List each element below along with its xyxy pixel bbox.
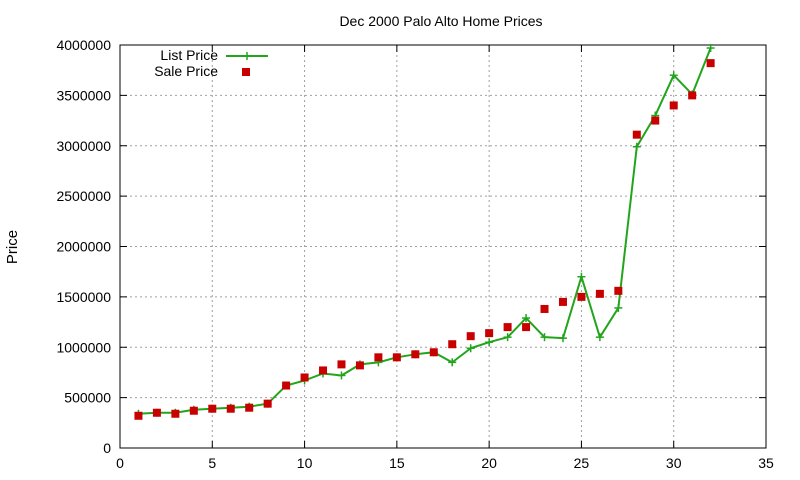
data-point-list-price xyxy=(595,333,604,342)
data-point-sale-price xyxy=(355,361,364,370)
legend-marker-list-price xyxy=(243,52,251,60)
data-point-sale-price xyxy=(152,408,161,417)
data-point-sale-price xyxy=(688,91,697,100)
series-line-list-price xyxy=(138,47,712,415)
data-point-sale-price xyxy=(226,404,235,413)
data-point-list-price xyxy=(337,371,346,380)
data-point-sale-price xyxy=(595,289,604,298)
data-point-sale-price xyxy=(337,360,346,369)
data-point-sale-price xyxy=(614,286,623,295)
y-tick-label: 500000 xyxy=(64,390,111,406)
data-point-list-price xyxy=(448,358,457,367)
data-point-sale-price xyxy=(392,353,401,362)
axis-ticks: 0 500000 1000000 1500000 2000000 2500000 30000… xyxy=(56,37,774,471)
series xyxy=(134,44,715,420)
y-tick-label: 0 xyxy=(103,440,111,456)
data-point-list-price xyxy=(577,272,586,281)
y-tick-label: 1000000 xyxy=(56,339,111,355)
data-point-list-price xyxy=(669,71,678,80)
legend: List Price Sale Price xyxy=(154,47,268,79)
legend-marker-sale-price xyxy=(242,68,250,76)
legend-swatch-sale-price xyxy=(242,68,250,76)
data-point-sale-price xyxy=(189,406,198,415)
data-point-sale-price xyxy=(300,373,309,382)
data-point-sale-price xyxy=(577,292,586,301)
data-point-sale-price xyxy=(540,304,549,313)
x-tick-label: 25 xyxy=(574,455,590,471)
x-tick-label: 35 xyxy=(758,455,774,471)
data-point-sale-price xyxy=(485,329,494,338)
y-tick-label: 3000000 xyxy=(56,138,111,154)
data-point-sale-price xyxy=(429,348,438,357)
x-tick-label: 15 xyxy=(389,455,405,471)
data-point-sale-price xyxy=(522,323,531,332)
grid xyxy=(120,45,766,448)
data-point-list-price xyxy=(614,303,623,312)
data-point-list-price xyxy=(558,334,567,343)
data-point-sale-price xyxy=(282,381,291,390)
x-tick-label: 10 xyxy=(297,455,313,471)
data-point-sale-price xyxy=(245,403,254,412)
y-axis-label: Price xyxy=(4,230,21,264)
legend-label-sale-price: Sale Price xyxy=(154,63,218,79)
y-tick-label: 1500000 xyxy=(56,289,111,305)
x-tick-label: 0 xyxy=(116,455,124,471)
data-point-sale-price xyxy=(448,340,457,349)
data-point-list-price xyxy=(503,333,512,342)
y-tick-label: 2500000 xyxy=(56,188,111,204)
data-point-list-price xyxy=(706,44,715,53)
data-point-sale-price xyxy=(374,353,383,362)
data-point-list-price xyxy=(522,314,531,323)
data-point-list-price xyxy=(485,338,494,347)
x-tick-label: 20 xyxy=(481,455,497,471)
y-tick-label: 2000000 xyxy=(56,239,111,255)
data-point-sale-price xyxy=(669,101,678,110)
data-point-list-price xyxy=(632,142,641,151)
legend-label-list-price: List Price xyxy=(160,47,218,63)
data-point-sale-price xyxy=(134,411,143,420)
data-point-sale-price xyxy=(208,404,217,413)
y-tick-label: 3500000 xyxy=(56,87,111,103)
data-point-sale-price xyxy=(632,130,641,139)
data-point-list-price xyxy=(466,344,475,353)
data-point-sale-price xyxy=(706,59,715,68)
data-point-sale-price xyxy=(466,332,475,341)
chart-title: Dec 2000 Palo Alto Home Prices xyxy=(339,13,542,29)
data-point-sale-price xyxy=(558,297,567,306)
data-point-list-price xyxy=(540,333,549,342)
data-point-sale-price xyxy=(651,116,660,125)
data-point-sale-price xyxy=(263,399,272,408)
legend-swatch-list-price xyxy=(226,52,268,60)
data-point-sale-price xyxy=(411,350,420,359)
x-tick-label: 30 xyxy=(666,455,682,471)
data-point-sale-price xyxy=(319,366,328,375)
y-tick-label: 4000000 xyxy=(56,37,111,53)
data-point-sale-price xyxy=(503,323,512,332)
x-tick-label: 5 xyxy=(208,455,216,471)
data-point-sale-price xyxy=(171,409,180,418)
